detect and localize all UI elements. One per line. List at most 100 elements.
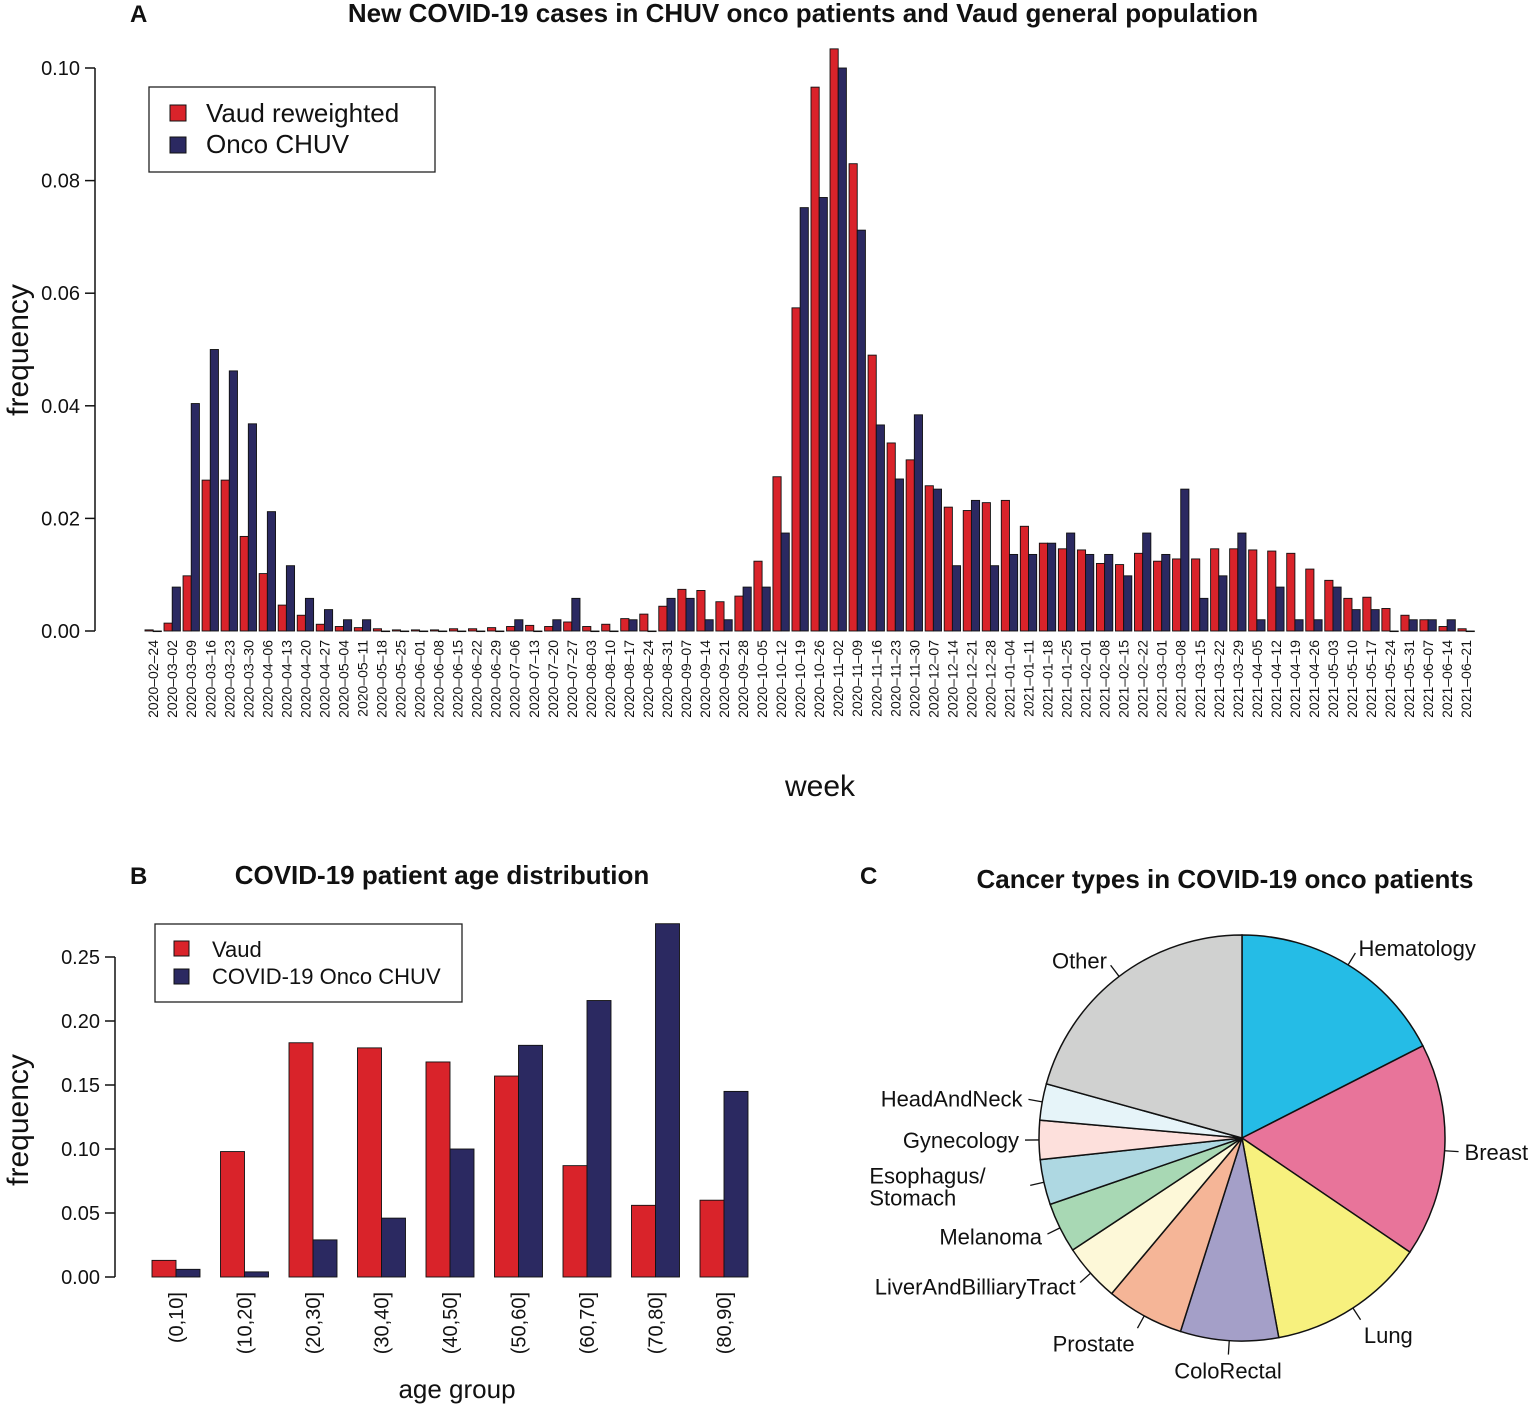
chart-a-x-tick-label: 2020–04–20 bbox=[297, 640, 313, 718]
chart-b-bar-onco bbox=[655, 923, 680, 1278]
chart-a-bar-vaud bbox=[1343, 597, 1353, 632]
chart-a-x-tick-label: 2020–02–24 bbox=[145, 640, 161, 718]
chart-a-x-tick-label: 2020–06–29 bbox=[488, 640, 504, 718]
chart-a-bar-onco bbox=[171, 586, 181, 632]
chart-a-bar-vaud bbox=[429, 629, 440, 632]
chart-b-y-tick-label: 0.00 bbox=[61, 1267, 100, 1289]
chart-b-plot: 0.00 0.05 0.10 0.15 0.20 0.25 (0,10] (10,20] (20… bbox=[61, 923, 749, 1354]
chart-a-y-tick-label: 0.08 bbox=[41, 171, 80, 193]
chart-b-bar-onco bbox=[312, 1239, 338, 1278]
chart-a-bar-vaud bbox=[1229, 548, 1239, 632]
chart-a-y-tick-label: 0.00 bbox=[41, 621, 80, 643]
chart-a-bar-onco bbox=[1218, 575, 1228, 632]
chart-a-x-tick-label: 2021–03–22 bbox=[1211, 640, 1227, 718]
chart-a-x-tick-label: 2020–11–30 bbox=[906, 640, 922, 717]
chart-a-x-tick-label: 2021–01–25 bbox=[1059, 640, 1075, 718]
chart-a-bar-onco bbox=[1161, 553, 1171, 632]
chart-a-bar-onco bbox=[818, 197, 828, 632]
chart-a-x-tick-label: 2020–05–11 bbox=[354, 640, 370, 717]
chart-b-bar-onco bbox=[244, 1271, 269, 1278]
pie-slice-hematology bbox=[1241, 934, 1424, 1140]
pie-label-breast: Breast bbox=[1465, 1140, 1529, 1165]
chart-a-bar-vaud bbox=[163, 622, 173, 632]
chart-a-bar-onco bbox=[1047, 542, 1057, 632]
chart-a-y-tick-label: 0.10 bbox=[41, 58, 80, 80]
chart-a-x-tick-label: 2020–08–10 bbox=[602, 640, 618, 718]
chart-a-x-tick-label: 2020–03–09 bbox=[183, 640, 199, 718]
pie-slice-breast bbox=[1240, 1044, 1446, 1254]
panel-label-b: B bbox=[130, 863, 147, 890]
chart-a-bar-vaud bbox=[1000, 499, 1010, 632]
chart-a-x-tick-label: 2020–09–07 bbox=[678, 640, 694, 718]
chart-a-bar-vaud bbox=[1362, 596, 1372, 632]
chart-c-title: Cancer types in COVID-19 onco patients bbox=[976, 864, 1473, 894]
chart-a-bar-onco bbox=[552, 619, 562, 632]
chart-a-bar-onco bbox=[190, 403, 200, 632]
pie-leader-melanoma bbox=[1047, 1227, 1061, 1235]
chart-a-bar-onco bbox=[247, 423, 257, 632]
chart-a-bar-vaud bbox=[696, 590, 706, 632]
chart-a-bar-onco bbox=[1351, 609, 1361, 632]
chart-b-bar-vaud bbox=[357, 1047, 382, 1278]
chart-a-x-tick-label: 2021–01–18 bbox=[1040, 640, 1056, 718]
chart-a-y-tick-label: 0.04 bbox=[41, 396, 80, 418]
chart-a-bar-onco bbox=[837, 67, 847, 632]
chart-a-bar-onco bbox=[685, 597, 695, 632]
chart-a-bar-onco bbox=[1104, 553, 1114, 632]
chart-a-bar-vaud bbox=[810, 86, 820, 632]
chart-b-bar-vaud bbox=[220, 1151, 245, 1278]
chart-b-legend-vaud: Vaud bbox=[212, 937, 262, 962]
chart-a-x-tick-label: 2021–03–29 bbox=[1230, 640, 1246, 718]
chart-a-bar-onco bbox=[647, 630, 657, 633]
chart-a-legend: Vaud reweighted Onco CHUV bbox=[148, 86, 436, 173]
chart-a-x-tick-label: 2020–04–06 bbox=[259, 640, 275, 718]
chart-a-bar-onco bbox=[1085, 553, 1095, 632]
pie-label-gynecology: Gynecology bbox=[903, 1128, 1019, 1153]
chart-b-y-tick-label: 0.20 bbox=[61, 1011, 100, 1033]
pie-label-line: Esophagus/ bbox=[869, 1164, 986, 1189]
chart-a-x-tick-label: 2021–04–05 bbox=[1249, 640, 1265, 718]
chart-a-bar-vaud bbox=[791, 307, 801, 632]
chart-b-legend-swatch-onco bbox=[173, 968, 190, 985]
chart-a-bar-onco bbox=[799, 207, 809, 632]
chart-a-bar-vaud bbox=[1076, 549, 1087, 632]
chart-a-bar-vaud bbox=[544, 626, 554, 632]
chart-a-bar-vaud bbox=[924, 485, 934, 632]
chart-a-bar-onco bbox=[628, 619, 638, 632]
chart-a-bar-vaud bbox=[1248, 549, 1258, 632]
chart-a-bar-vaud bbox=[563, 621, 573, 632]
chart-a-x-tick-label: 2021–01–04 bbox=[1001, 640, 1017, 718]
chart-a-x-tick-label: 2020–08–31 bbox=[659, 640, 675, 718]
chart-b-bar-onco bbox=[449, 1148, 475, 1278]
chart-c-pie: Hematology Breast Lung ColoRectal Prostate Li… bbox=[869, 934, 1529, 1384]
pie-leader-hematology bbox=[1347, 952, 1356, 966]
chart-b-y-tick-label: 0.25 bbox=[61, 947, 100, 969]
chart-a-bar-vaud bbox=[1134, 552, 1144, 632]
chart-a-x-tick-label: 2020–05–04 bbox=[335, 640, 351, 718]
chart-a-bar-vaud bbox=[201, 479, 211, 632]
chart-a-bar-vaud bbox=[353, 627, 363, 632]
chart-a-bar-onco bbox=[285, 565, 296, 632]
chart-a-bar-onco bbox=[381, 630, 391, 633]
chart-a-bar-vaud bbox=[981, 502, 991, 632]
chart-b-bar-onco bbox=[586, 1000, 612, 1278]
chart-a-x-tick-label: 2020–03–23 bbox=[221, 640, 237, 718]
chart-a-bar-onco bbox=[590, 630, 600, 633]
chart-a-bar-vaud bbox=[582, 626, 592, 632]
chart-a-x-tick-label: 2020–10–26 bbox=[811, 640, 827, 718]
chart-a-bar-vaud bbox=[715, 601, 725, 632]
chart-a-bar-onco bbox=[761, 586, 771, 632]
chart-a-bar-vaud bbox=[886, 442, 896, 632]
chart-b-bar-vaud bbox=[631, 1204, 656, 1278]
chart-a-bar-vaud bbox=[1419, 619, 1429, 632]
chart-a-bar-onco bbox=[666, 597, 676, 632]
chart-a-x-tick-label: 2021–05–24 bbox=[1382, 640, 1398, 718]
chart-a-legend-box bbox=[148, 86, 436, 173]
chart-a-x-tick-label: 2020–08–17 bbox=[621, 640, 637, 718]
chart-a-bar-onco bbox=[266, 511, 276, 632]
chart-a-bar-onco bbox=[1313, 619, 1323, 632]
pie-leader-prostate bbox=[1136, 1315, 1145, 1329]
chart-a-bar-vaud bbox=[487, 627, 497, 632]
chart-a-bar-onco bbox=[894, 478, 904, 632]
chart-a-bar-vaud bbox=[1095, 562, 1106, 632]
